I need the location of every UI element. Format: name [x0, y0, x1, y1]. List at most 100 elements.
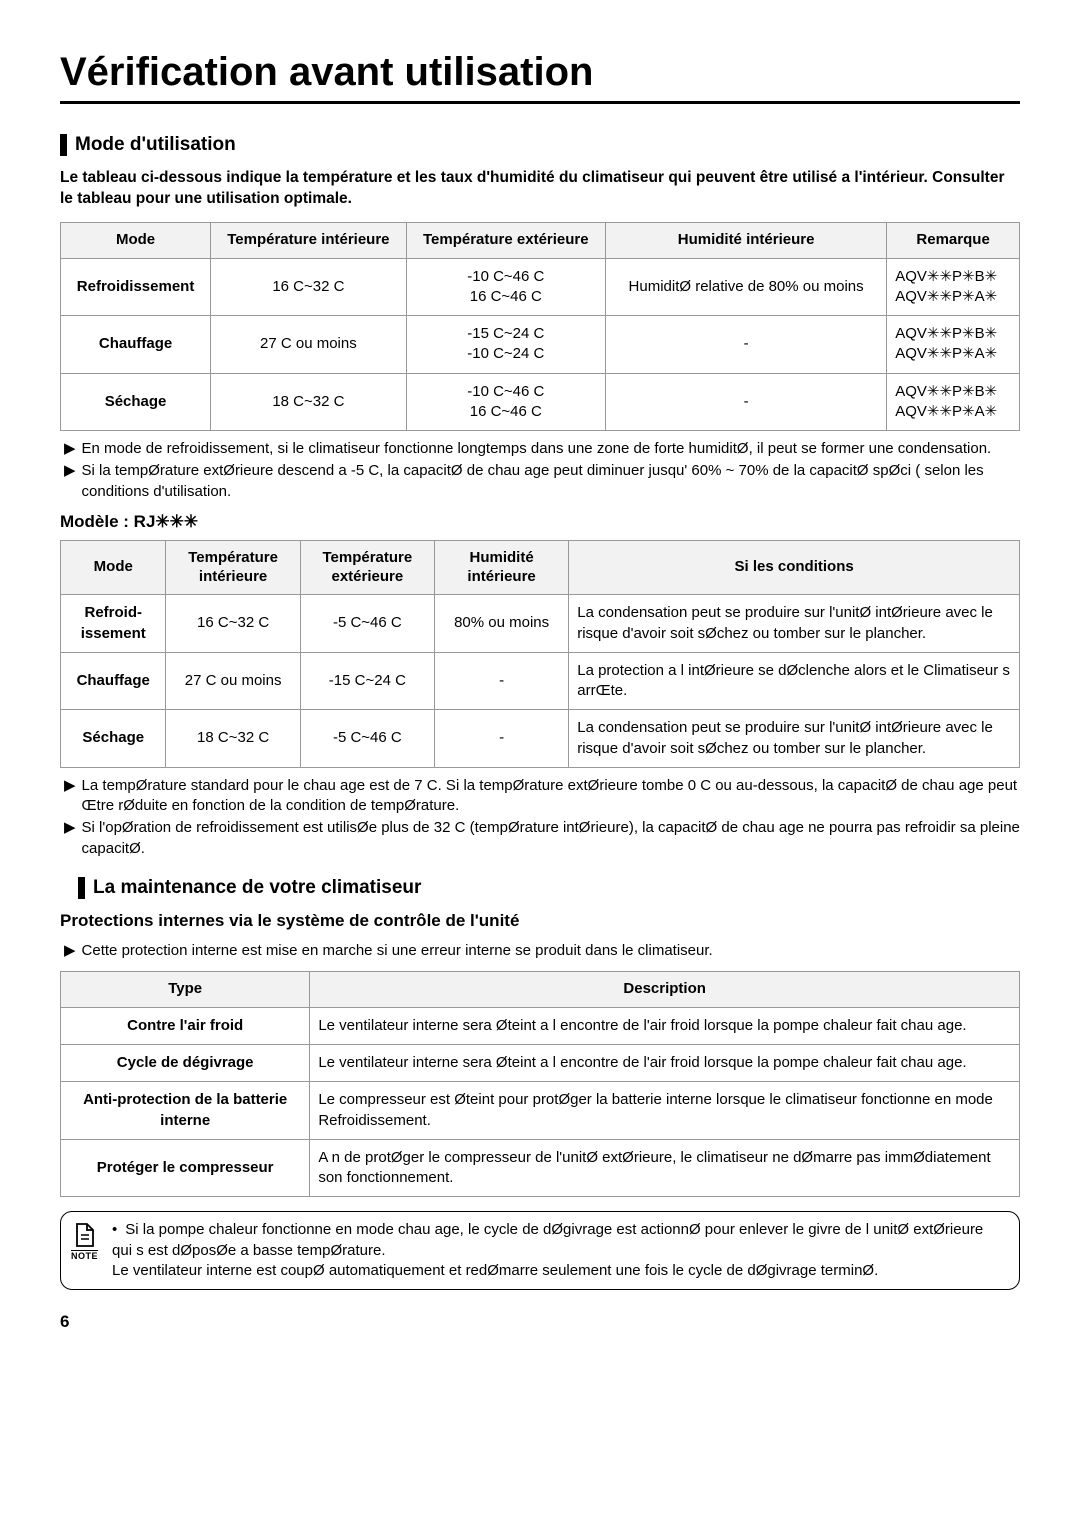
col-conditions: Si les conditions: [569, 540, 1020, 595]
cell-rem: AQV✳✳P✳B✳AQV✳✳P✳A✳: [887, 373, 1020, 431]
section-maintenance-header: La maintenance de votre climatiseur: [78, 877, 1020, 899]
model-line: Modèle : RJ✳✳✳: [60, 512, 1020, 532]
col-temp-ext: Température extérieure: [300, 540, 434, 595]
cell-type: Anti-protection de la batterie interne: [61, 1082, 310, 1140]
table-row: Cycle de dégivrageLe ventilateur interne…: [61, 1045, 1020, 1082]
cell-mode: Séchage: [61, 373, 211, 431]
cell-ti: 18 C~32 C: [166, 710, 300, 768]
cell-cond: La condensation peut se produire sur l'u…: [569, 710, 1020, 768]
cell-hi: -: [434, 710, 568, 768]
table-row: Chauffage27 C ou moins-15 C~24 C-10 C~24…: [61, 316, 1020, 374]
cell-ti: 18 C~32 C: [211, 373, 407, 431]
bullet-text: La tempØrature standard pour le chau age…: [82, 776, 1020, 817]
cell-hi: -: [434, 652, 568, 710]
col-type: Type: [61, 972, 310, 1008]
section-bar-icon: [60, 134, 67, 156]
cell-type: Contre l'air froid: [61, 1007, 310, 1044]
cell-mode: Séchage: [61, 710, 166, 768]
bullet-item: ▶Si l'opØration de refroidissement est u…: [60, 818, 1020, 859]
cell-te: -5 C~46 C: [300, 710, 434, 768]
bullets-section3: ▶ Cette protection interne est mise en m…: [60, 941, 1020, 961]
bullet-item: ▶Si la tempØrature extØrieure descend a …: [60, 461, 1020, 502]
table-mode-usage: Mode Température intérieure Température …: [60, 222, 1020, 431]
note-icon: NOTE: [71, 1222, 98, 1262]
cell-rem: AQV✳✳P✳B✳AQV✳✳P✳A✳: [887, 316, 1020, 374]
table-row: Séchage18 C~32 C-10 C~46 C16 C~46 C-AQV✳…: [61, 373, 1020, 431]
cell-desc: Le compresseur est Øteint pour protØger …: [310, 1082, 1020, 1140]
table-row: Refroid-issement16 C~32 C-5 C~46 C80% ou…: [61, 595, 1020, 653]
table-row: Séchage18 C~32 C-5 C~46 C-La condensatio…: [61, 710, 1020, 768]
bullet-dot-icon: •: [112, 1221, 117, 1238]
table-row: Mode Température intérieure Température …: [61, 540, 1020, 595]
triangle-icon: ▶: [64, 461, 76, 502]
section-intro: Le tableau ci-dessous indique la tempéra…: [60, 168, 1020, 210]
cell-type: Protéger le compresseur: [61, 1139, 310, 1197]
cell-mode: Refroidissement: [61, 258, 211, 316]
cell-type: Cycle de dégivrage: [61, 1045, 310, 1082]
cell-ti: 16 C~32 C: [211, 258, 407, 316]
note-body: •Si la pompe chaleur fonctionne en mode …: [112, 1220, 1007, 1281]
col-mode: Mode: [61, 222, 211, 258]
table-row: Refroidissement16 C~32 C-10 C~46 C16 C~4…: [61, 258, 1020, 316]
cell-hi: HumiditØ relative de 80% ou moins: [605, 258, 886, 316]
bullet-text: Si l'opØration de refroidissement est ut…: [82, 818, 1020, 859]
table-model-rj: Mode Température intérieure Température …: [60, 540, 1020, 768]
cell-te: -10 C~46 C16 C~46 C: [406, 373, 605, 431]
bullet-text: Si la tempØrature extØrieure descend a -…: [82, 461, 1020, 502]
cell-ti: 16 C~32 C: [166, 595, 300, 653]
bullet-text: En mode de refroidissement, si le climat…: [82, 439, 992, 459]
document-icon: [73, 1222, 97, 1248]
bullet-text: Cette protection interne est mise en mar…: [82, 941, 713, 961]
table-row: Mode Température intérieure Température …: [61, 222, 1020, 258]
cell-desc: Le ventilateur interne sera Øteint a l e…: [310, 1007, 1020, 1044]
bullets-section1: ▶ En mode de refroidissement, si le clima…: [60, 439, 1020, 502]
table-protections: Type Description Contre l'air froidLe ve…: [60, 971, 1020, 1197]
col-temp-int: Température intérieure: [211, 222, 407, 258]
cell-ti: 27 C ou moins: [166, 652, 300, 710]
cell-mode: Chauffage: [61, 316, 211, 374]
page-title: Vérification avant utilisation: [60, 50, 1020, 104]
triangle-icon: ▶: [64, 439, 76, 459]
cell-ti: 27 C ou moins: [211, 316, 407, 374]
cell-te: -15 C~24 C-10 C~24 C: [406, 316, 605, 374]
cell-te: -10 C~46 C16 C~46 C: [406, 258, 605, 316]
cell-te: -5 C~46 C: [300, 595, 434, 653]
page-number: 6: [60, 1312, 1020, 1332]
cell-desc: Le ventilateur interne sera Øteint a l e…: [310, 1045, 1020, 1082]
cell-mode: Refroid-issement: [61, 595, 166, 653]
table-row: Contre l'air froidLe ventilateur interne…: [61, 1007, 1020, 1044]
col-humidity: Humidité intérieure: [434, 540, 568, 595]
cell-mode: Chauffage: [61, 652, 166, 710]
table-row: Protéger le compresseurA n de protØger l…: [61, 1139, 1020, 1197]
col-humidity: Humidité intérieure: [605, 222, 886, 258]
cell-cond: La condensation peut se produire sur l'u…: [569, 595, 1020, 653]
bullet-item: ▶ En mode de refroidissement, si le clima…: [60, 439, 1020, 459]
triangle-icon: ▶: [64, 818, 76, 859]
col-mode: Mode: [61, 540, 166, 595]
bullet-item: ▶ Cette protection interne est mise en m…: [60, 941, 1020, 961]
col-temp-ext: Température extérieure: [406, 222, 605, 258]
section-mode-title: Mode d'utilisation: [75, 134, 236, 156]
note-box: NOTE •Si la pompe chaleur fonctionne en …: [60, 1211, 1020, 1290]
cell-rem: AQV✳✳P✳B✳AQV✳✳P✳A✳: [887, 258, 1020, 316]
note-text: Si la pompe chaleur fonctionne en mode c…: [112, 1221, 983, 1279]
section-maintenance-title: La maintenance de votre climatiseur: [93, 877, 421, 899]
section-bar-icon: [78, 877, 85, 899]
section-mode-header: Mode d'utilisation: [60, 134, 1020, 156]
cell-hi: -: [605, 316, 886, 374]
cell-hi: -: [605, 373, 886, 431]
col-description: Description: [310, 972, 1020, 1008]
cell-cond: La protection a l intØrieure se dØclench…: [569, 652, 1020, 710]
triangle-icon: ▶: [64, 776, 76, 817]
bullets-section2: ▶La tempØrature standard pour le chau ag…: [60, 776, 1020, 859]
section-subheading: Protections internes via le système de c…: [60, 911, 1020, 931]
bullet-item: ▶La tempØrature standard pour le chau ag…: [60, 776, 1020, 817]
triangle-icon: ▶: [64, 941, 76, 961]
note-label: NOTE: [71, 1250, 98, 1262]
col-remarque: Remarque: [887, 222, 1020, 258]
cell-desc: A n de protØger le compresseur de l'unit…: [310, 1139, 1020, 1197]
table-row: Type Description: [61, 972, 1020, 1008]
table-row: Anti-protection de la batterie interneLe…: [61, 1082, 1020, 1140]
cell-te: -15 C~24 C: [300, 652, 434, 710]
cell-hi: 80% ou moins: [434, 595, 568, 653]
